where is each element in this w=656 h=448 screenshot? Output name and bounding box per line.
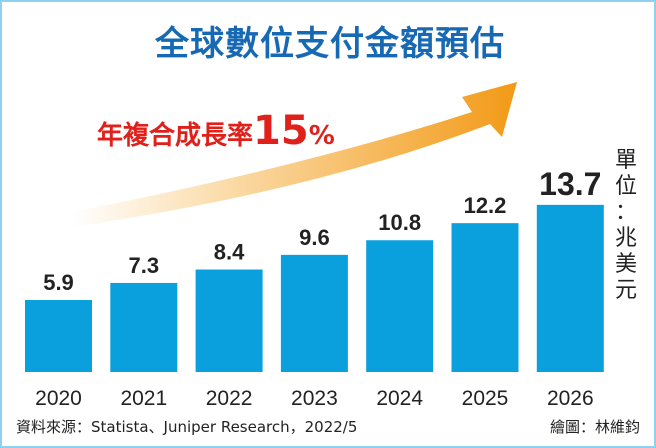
value-label: 9.6 [299, 225, 330, 250]
growth-arrow [72, 82, 517, 227]
x-tick-label: 2025 [462, 387, 509, 410]
graphic-credit: 繪圖：林維鈞 [549, 418, 640, 436]
x-tick-label: 2023 [291, 387, 338, 410]
unit-label: 單 位 ： 兆 美 元 [614, 148, 638, 304]
value-label: 5.9 [43, 270, 74, 295]
bar-2026 [536, 204, 604, 372]
bar-2025 [451, 223, 519, 372]
value-label: 12.2 [464, 193, 507, 218]
unit-char: 元 [614, 278, 637, 303]
x-tick-label: 2020 [35, 387, 82, 410]
value-label: 13.7 [539, 166, 601, 202]
bar-2021 [110, 282, 178, 372]
value-label: 7.3 [129, 253, 160, 278]
unit-char: 位 [614, 174, 637, 199]
source-note: 資料來源：Statista、Juniper Research，2022/5 [16, 418, 358, 436]
unit-char: 美 [614, 252, 637, 277]
cagr-subtitle: 年複合成長率15% [97, 108, 335, 154]
cagr-label: 年複合成長率 [97, 121, 254, 151]
bar-2022 [195, 269, 263, 372]
value-label: 8.4 [214, 240, 245, 265]
bar-2024 [366, 240, 434, 372]
cagr-unit: % [308, 121, 335, 151]
x-tick-label: 2026 [547, 387, 594, 410]
unit-char: 兆 [614, 226, 637, 251]
x-tick-label: 2024 [376, 387, 423, 410]
value-label: 10.8 [378, 210, 421, 235]
bar-2023 [280, 254, 348, 372]
unit-char: ： [614, 200, 637, 225]
cagr-value: 15 [253, 108, 309, 154]
bar-2020 [25, 300, 92, 372]
unit-char: 單 [614, 148, 637, 173]
x-tick-label: 2022 [206, 387, 253, 410]
chart-title: 全球數位支付金額預估 [155, 24, 505, 64]
x-tick-label: 2021 [120, 387, 167, 410]
